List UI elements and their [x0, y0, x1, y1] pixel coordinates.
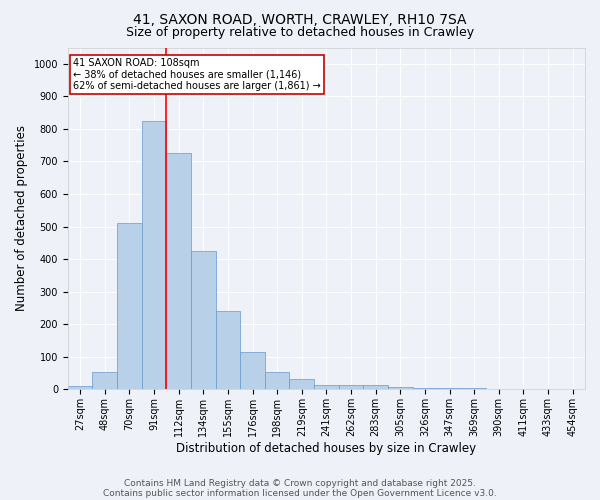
Bar [215, 312, 240, 390]
Bar [437, 388, 462, 390]
Text: 41 SAXON ROAD: 108sqm
← 38% of detached houses are smaller (1,146)
62% of semi-d: 41 SAXON ROAD: 108sqm ← 38% of detached … [73, 58, 321, 91]
Bar [142, 121, 166, 390]
Bar [289, 378, 314, 390]
Bar [166, 154, 191, 390]
Bar [265, 372, 289, 390]
Text: 41, SAXON ROAD, WORTH, CRAWLEY, RH10 7SA: 41, SAXON ROAD, WORTH, CRAWLEY, RH10 7SA [133, 12, 467, 26]
X-axis label: Distribution of detached houses by size in Crawley: Distribution of detached houses by size … [176, 442, 476, 455]
Y-axis label: Number of detached properties: Number of detached properties [15, 126, 28, 312]
Bar [364, 385, 388, 390]
Text: Contains HM Land Registry data © Crown copyright and database right 2025.
Contai: Contains HM Land Registry data © Crown c… [103, 478, 497, 498]
Bar [191, 251, 215, 390]
Bar [339, 385, 364, 390]
Bar [240, 352, 265, 390]
Text: Size of property relative to detached houses in Crawley: Size of property relative to detached ho… [126, 26, 474, 39]
Bar [462, 388, 487, 390]
Bar [117, 224, 142, 390]
Bar [68, 386, 92, 390]
Bar [413, 388, 437, 390]
Bar [92, 372, 117, 390]
Bar [388, 387, 413, 390]
Bar [314, 385, 339, 390]
